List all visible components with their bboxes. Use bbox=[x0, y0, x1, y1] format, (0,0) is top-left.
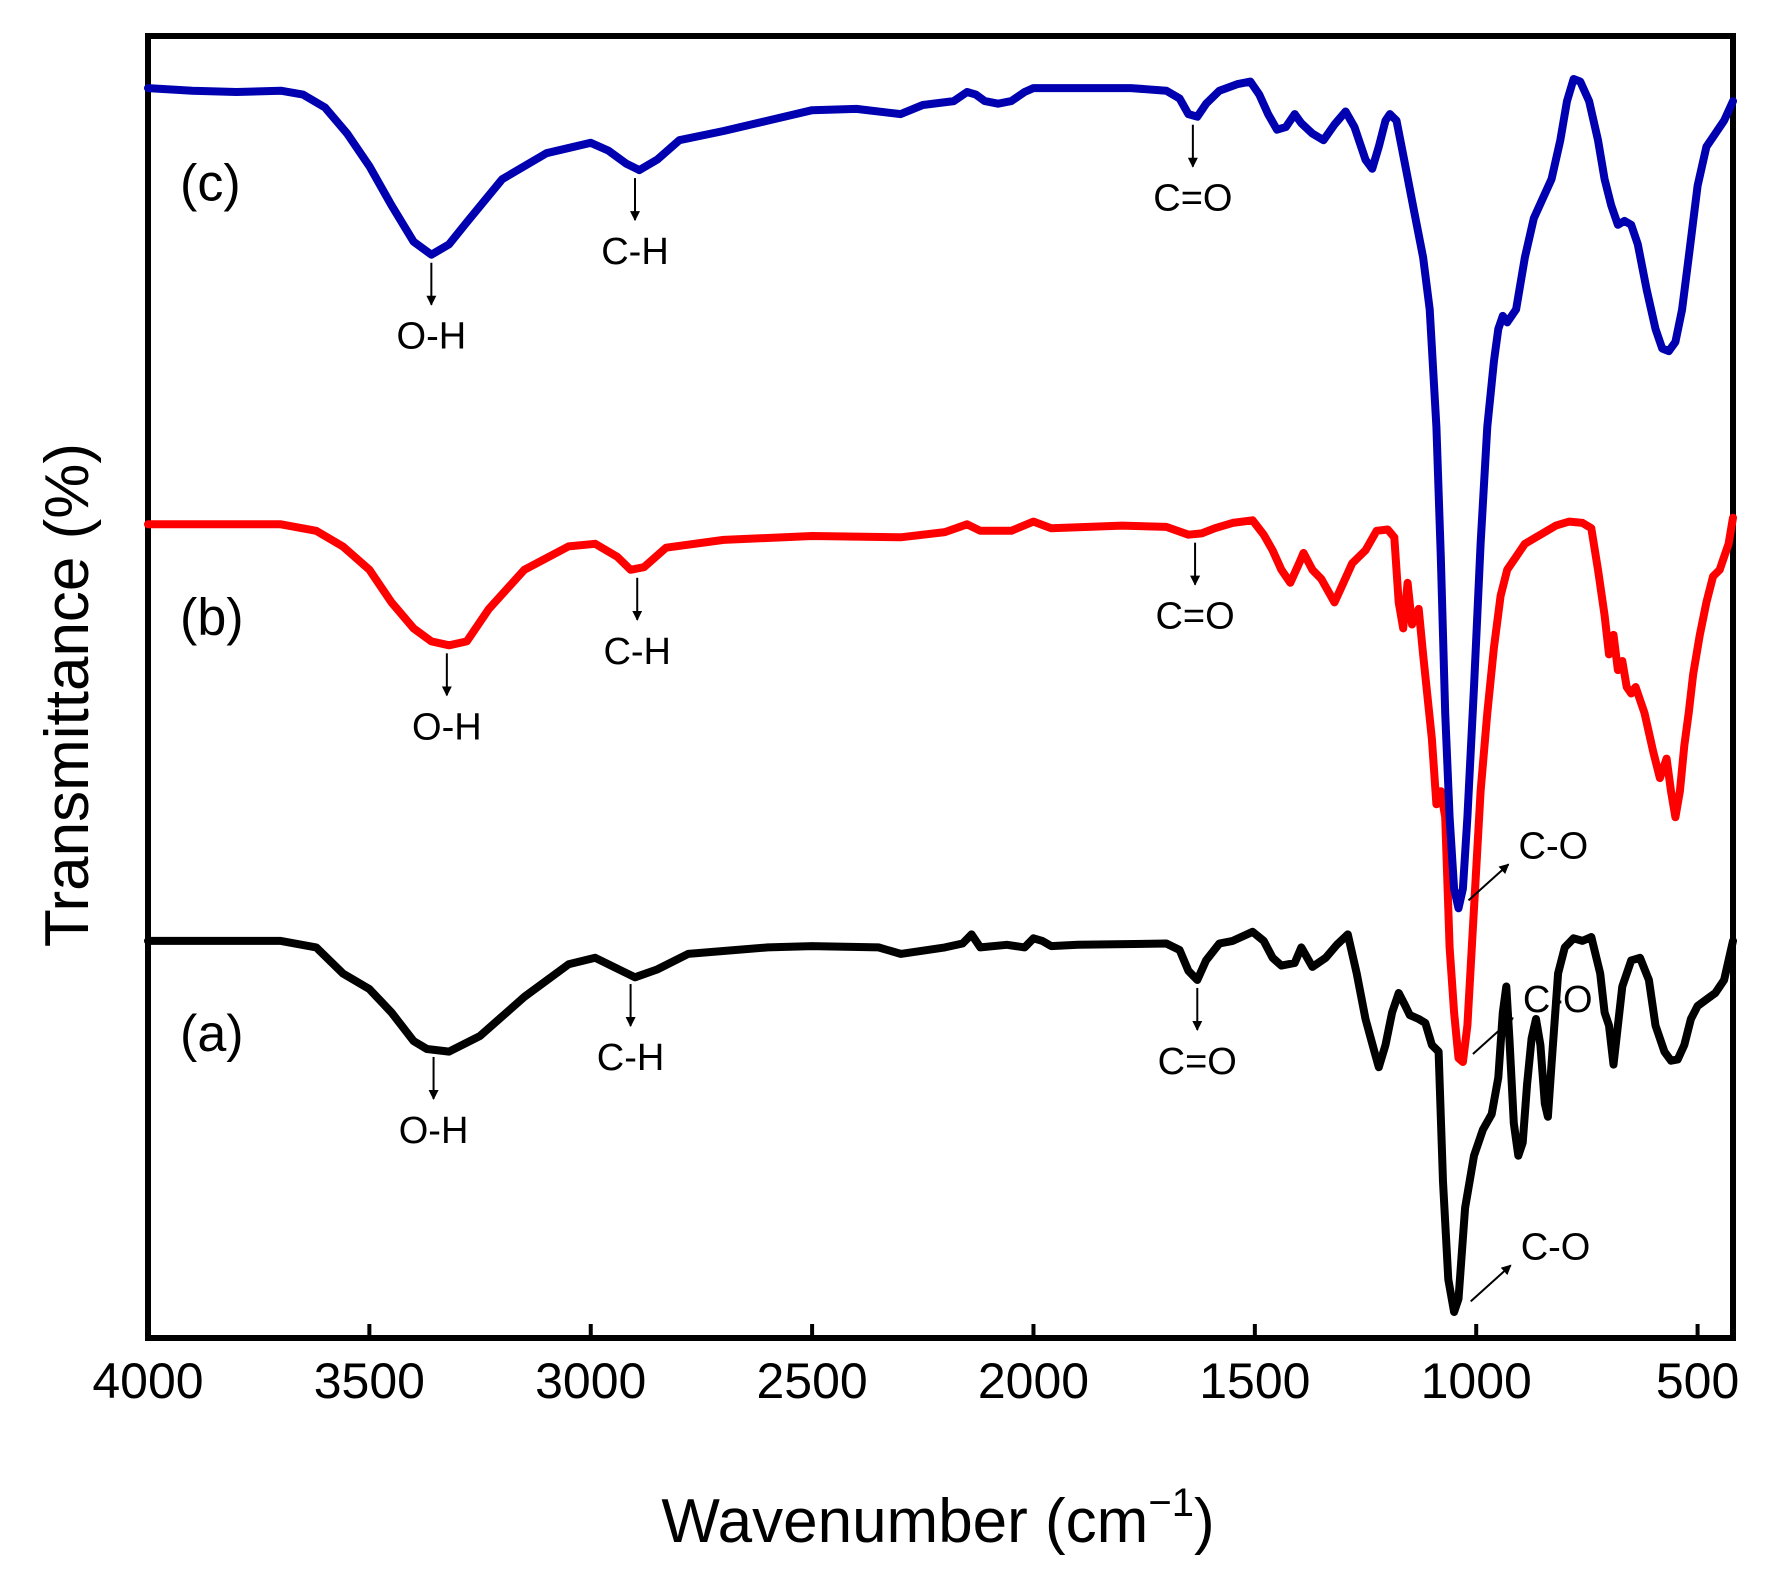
x-axis-ticks: 4000 3500 3000 2500 2000 1500 1000 500 bbox=[92, 1324, 1739, 1409]
x-tick-label: 2000 bbox=[978, 1353, 1089, 1409]
x-tick-label: 3000 bbox=[535, 1353, 646, 1409]
x-tick-label: 2500 bbox=[756, 1353, 867, 1409]
x-tick-label: 1500 bbox=[1199, 1353, 1310, 1409]
sample-label: (b) bbox=[180, 588, 244, 646]
y-axis-title: Transmittance (%) bbox=[33, 443, 102, 947]
x-axis-title-main: Wavenumber (cm bbox=[661, 1487, 1148, 1556]
annotation-label: O-H bbox=[412, 706, 482, 748]
series-line-c bbox=[144, 75, 1737, 913]
annotation-label: C-O bbox=[1523, 979, 1593, 1021]
x-axis-title-close: ) bbox=[1194, 1487, 1215, 1556]
plot-frame bbox=[145, 33, 1736, 1341]
x-axis-title: Wavenumber (cm−1) bbox=[661, 1481, 1214, 1556]
annotation-label: C-O bbox=[1519, 825, 1589, 867]
x-tick-label: 4000 bbox=[92, 1353, 203, 1409]
sample-label: (c) bbox=[180, 155, 241, 213]
x-axis-title-superscript: −1 bbox=[1148, 1481, 1194, 1525]
x-tick-label: 500 bbox=[1656, 1353, 1739, 1409]
annotation-label: C=O bbox=[1153, 178, 1232, 220]
annotation-label: O-H bbox=[399, 1110, 469, 1152]
series-line-a bbox=[144, 927, 1737, 1316]
sample-label-layer: (a) (b) (c) bbox=[180, 155, 244, 1063]
x-tick-label: 3500 bbox=[314, 1353, 425, 1409]
annotation-label: C-H bbox=[603, 631, 671, 673]
annotation-label: C=O bbox=[1155, 596, 1234, 638]
annotation-arrow bbox=[1467, 863, 1510, 902]
annotation-arrow bbox=[1472, 1017, 1514, 1055]
annotation-label: C-H bbox=[597, 1037, 665, 1079]
annotation-label: O-H bbox=[397, 316, 467, 358]
annotation-label: C-O bbox=[1521, 1226, 1591, 1268]
series-layer bbox=[144, 75, 1737, 1316]
annotation-label: C-H bbox=[601, 231, 669, 273]
annotation-label: C=O bbox=[1158, 1041, 1237, 1083]
annotation-arrow bbox=[1470, 1264, 1512, 1303]
annotation-layer: O-H C-H C=O C-O O-H C-H C=O C-O O-H C-H C=O C-O bbox=[397, 124, 1593, 1303]
series-line-b bbox=[144, 513, 1737, 1066]
x-tick-label: 1000 bbox=[1421, 1353, 1532, 1409]
sample-label: (a) bbox=[180, 1005, 244, 1063]
